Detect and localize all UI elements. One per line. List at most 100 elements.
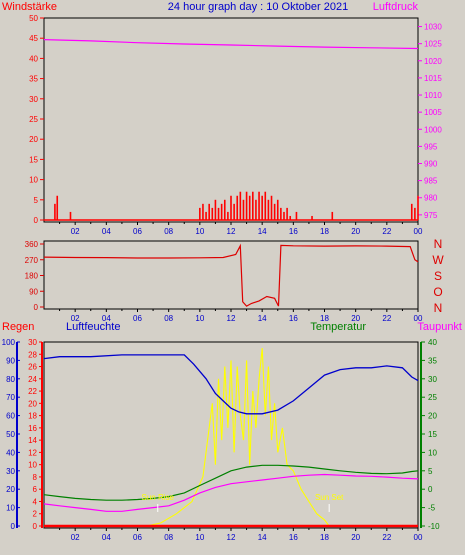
x-tick-label: 20 xyxy=(351,533,360,542)
wind-bar xyxy=(264,191,267,220)
x-tick-label: 06 xyxy=(133,314,142,323)
humidity-tick-label: 80 xyxy=(6,375,15,384)
temperature-line xyxy=(43,464,419,501)
x-tick-label: 00 xyxy=(414,533,423,542)
direction-axis: 0 90 180 270 360 xyxy=(25,240,44,312)
pressure-tick-label: 1030 xyxy=(424,23,442,32)
pressure-tick-label: 985 xyxy=(424,177,438,186)
temperature-axis-title: Temperatur xyxy=(310,321,366,333)
x-tick-label: 00 xyxy=(414,227,423,236)
direction-letter: W xyxy=(432,253,444,267)
wind-bar xyxy=(214,199,217,220)
wind-bar xyxy=(295,211,298,220)
humidity-axis: 0 10 20 30 40 50 60 70 80 90 100 xyxy=(2,338,20,531)
x-tick-label: 10 xyxy=(195,227,204,236)
wind-bar xyxy=(56,195,59,220)
x-tick-label: 14 xyxy=(258,227,267,236)
x-tick-label: 10 xyxy=(195,533,204,542)
pressure-line xyxy=(43,39,419,50)
pressure-tick-label: 1005 xyxy=(424,108,442,117)
temperature-axis: -10 -5 0 5 10 15 20 25 30 35 40 xyxy=(421,338,440,531)
wind-tick-label: 40 xyxy=(29,54,38,63)
x-tick-label: 04 xyxy=(102,314,111,323)
direction-tick-label: 270 xyxy=(25,256,39,265)
x-tick-label: 00 xyxy=(414,314,423,323)
temperature-tick-label: 30 xyxy=(428,375,437,384)
sun-annotation-label: Sun Set xyxy=(315,493,344,502)
temperature-tick-label: 5 xyxy=(428,467,433,476)
rain-tick-label: 6 xyxy=(33,485,38,494)
wind-bar xyxy=(286,207,288,220)
wind-bar xyxy=(236,195,239,220)
x-tick-label: 02 xyxy=(71,314,80,323)
wind-bar xyxy=(270,195,273,220)
climate-x-axis: 02 04 06 08 10 12 14 16 18 20 22 00 xyxy=(59,528,423,542)
wind-bar xyxy=(220,203,223,220)
wind-axis: 0 5 10 15 20 25 30 35 40 45 50 xyxy=(29,14,44,225)
rain-axis-title: Regen xyxy=(2,321,34,333)
direction-letter: N xyxy=(434,301,443,315)
direction-tick-label: 360 xyxy=(25,240,39,249)
temperature-tick-label: 10 xyxy=(428,448,437,457)
x-tick-label: 08 xyxy=(164,533,173,542)
wind-bar xyxy=(280,207,282,220)
climate-chart: Regen Luftfeuchte Temperatur Taupunkt 0 1… xyxy=(2,321,462,542)
x-tick-label: 04 xyxy=(102,533,111,542)
wind-bar xyxy=(205,211,207,220)
x-tick-label: 12 xyxy=(227,227,236,236)
humidity-tick-label: 50 xyxy=(6,430,15,439)
wind-bar xyxy=(223,199,226,220)
wind-bar xyxy=(69,211,72,220)
direction-tick-label: 0 xyxy=(34,303,39,312)
sun-annotation-label: Sun Rise xyxy=(142,493,175,502)
pressure-tick-label: 1010 xyxy=(424,91,442,100)
solar-line xyxy=(146,348,330,527)
wind-bar xyxy=(245,191,248,220)
rain-tick-label: 30 xyxy=(28,338,37,347)
x-tick-label: 10 xyxy=(195,314,204,323)
x-tick-label: 14 xyxy=(258,314,267,323)
temperature-tick-label: 25 xyxy=(428,393,437,402)
wind-bar xyxy=(202,203,204,220)
pressure-axis: 975 980 985 990 995 1000 1005 1010 1015 1020 1025 1… xyxy=(418,23,442,220)
temperature-tick-label: 35 xyxy=(428,356,437,365)
wind-bar xyxy=(242,199,245,220)
wind-bar xyxy=(283,211,285,220)
x-tick-label: 04 xyxy=(102,227,111,236)
temperature-tick-label: -10 xyxy=(428,522,440,531)
wind-bar xyxy=(255,199,257,220)
pressure-tick-label: 975 xyxy=(424,211,438,220)
humidity-tick-label: 20 xyxy=(6,485,15,494)
direction-letter: S xyxy=(434,269,442,283)
wind-bar xyxy=(54,203,56,220)
wind-tick-label: 15 xyxy=(29,155,38,164)
humidity-tick-label: 0 xyxy=(11,522,16,531)
x-tick-label: 18 xyxy=(320,314,329,323)
wind-bar xyxy=(273,203,276,220)
x-tick-label: 20 xyxy=(351,227,360,236)
rain-tick-label: 22 xyxy=(28,387,37,396)
page-title: 24 hour graph day : 10 Oktober 2021 xyxy=(168,1,348,13)
rain-tick-label: 18 xyxy=(28,412,37,421)
temperature-tick-label: 0 xyxy=(428,485,433,494)
x-tick-label: 12 xyxy=(227,533,236,542)
direction-plot-frame xyxy=(43,240,419,310)
wind-bar xyxy=(311,215,313,220)
humidity-axis-title: Luftfeuchte xyxy=(66,321,120,333)
x-tick-label: 02 xyxy=(71,227,80,236)
pressure-axis-title: Luftdruck xyxy=(373,1,419,13)
x-tick-label: 22 xyxy=(382,314,391,323)
wind-bar xyxy=(227,211,229,220)
wind-bar xyxy=(239,191,242,220)
rain-tick-label: 24 xyxy=(28,375,37,384)
x-tick-label: 08 xyxy=(164,227,173,236)
humidity-tick-label: 70 xyxy=(6,393,15,402)
rain-tick-label: 16 xyxy=(28,424,37,433)
pressure-tick-label: 1025 xyxy=(424,40,442,49)
wind-bar xyxy=(261,195,263,220)
x-tick-label: 12 xyxy=(227,314,236,323)
x-tick-label: 16 xyxy=(289,227,298,236)
wind-tick-label: 50 xyxy=(29,14,38,23)
